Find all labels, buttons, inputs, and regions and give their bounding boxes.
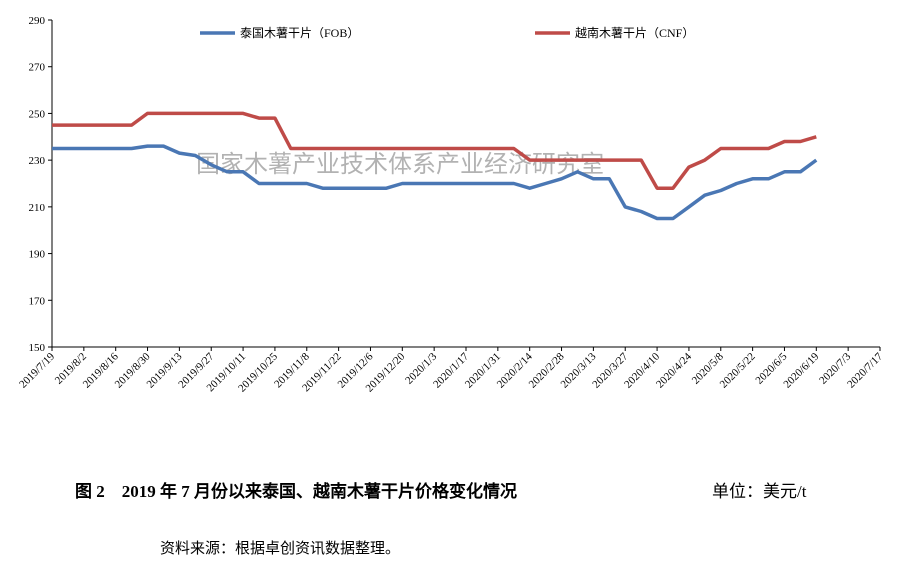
x-tick-label: 2020/5/22 (718, 351, 758, 391)
series-line (52, 144, 818, 221)
unit: 单位：美元/t (712, 482, 807, 501)
series-line (52, 111, 817, 190)
legend-label: 越南木薯干片（CNF） (575, 25, 694, 40)
y-tick-label: 190 (29, 249, 46, 261)
y-tick-label: 270 (29, 62, 46, 74)
x-tick-label: 2020/4/24 (654, 350, 694, 390)
y-tick-label: 170 (29, 295, 46, 307)
legend-label: 泰国木薯干片（FOB） (240, 26, 359, 40)
x-tick-label: 2019/7/19 (17, 350, 57, 390)
watermark: 国家木薯产业技术体系产业经济研究室 (196, 151, 604, 178)
y-tick-label: 250 (29, 108, 46, 120)
y-tick-label: 230 (29, 155, 46, 167)
y-tick-label: 290 (29, 15, 46, 27)
caption: 图 2 2019 年 7 月份以来泰国、越南木薯干片价格变化情况 (75, 481, 517, 501)
y-tick-label: 150 (29, 342, 46, 354)
x-tick-label: 2020/7/17 (845, 350, 885, 390)
y-tick-label: 210 (29, 202, 46, 214)
source: 资料来源：根据卓创资讯数据整理。 (160, 540, 400, 557)
x-tick-label: 2020/6/19 (781, 350, 821, 390)
